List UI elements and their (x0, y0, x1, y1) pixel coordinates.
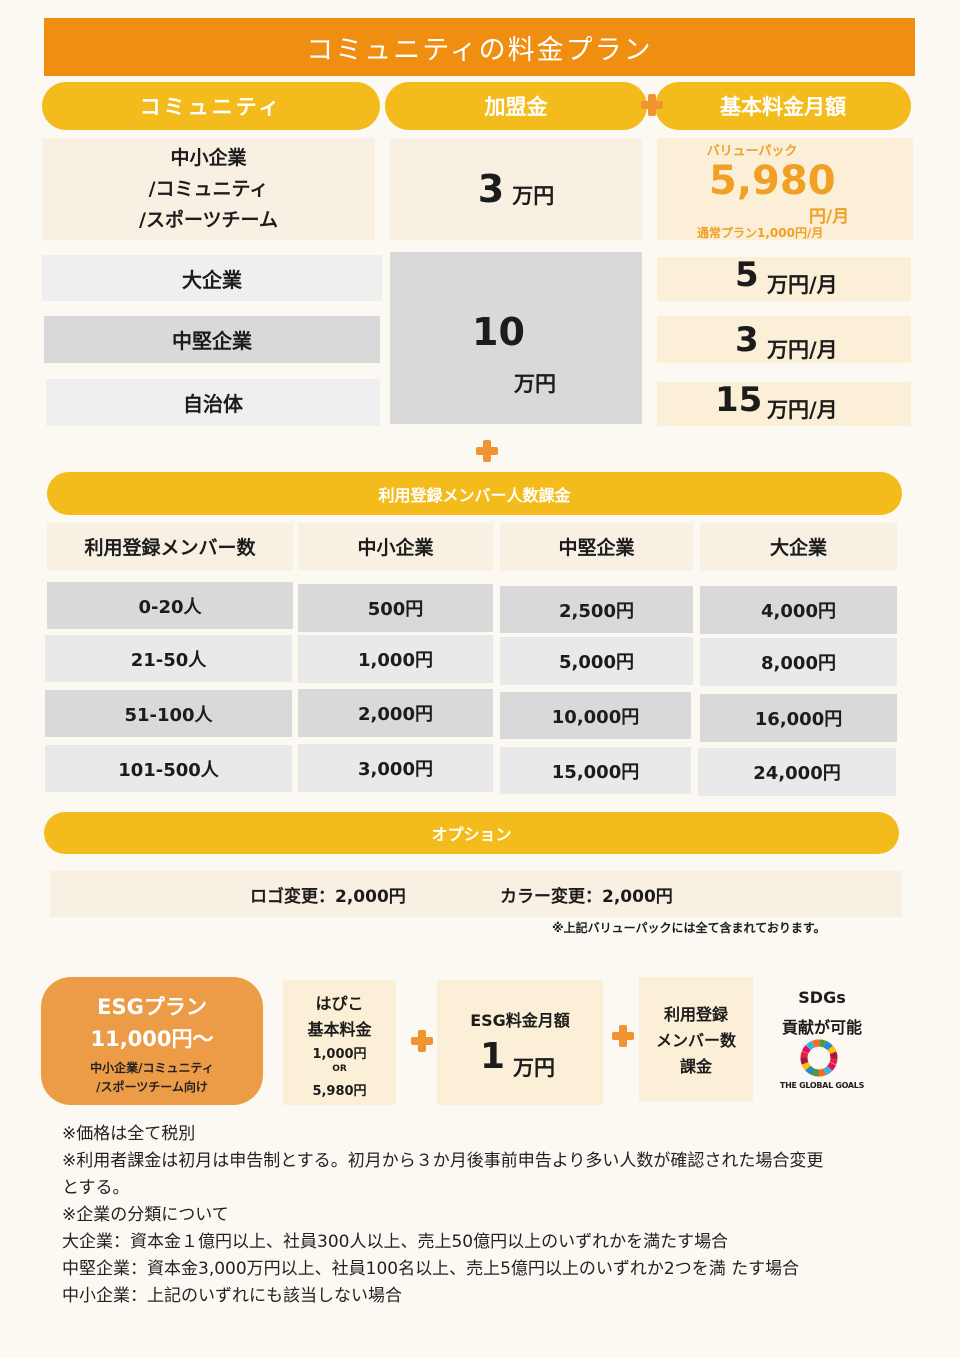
sme-name-line-3: /スポーツチーム (139, 208, 278, 231)
hapico-basic-cell: はぴこ 基本料金 1,000円 OR 5,980円 (283, 980, 396, 1105)
note-line-6: 中堅企業：資本金3,000万円以上、社員100名以上、売上5億円以上のいずれか2… (62, 1259, 800, 1279)
table-row-1-count: 0-20人 (47, 582, 293, 629)
hapico-line-1: はぴこ (315, 994, 364, 1013)
member-fee-cell: 利用登録 メンバー数 課金 (639, 977, 753, 1101)
table-row-2-large: 8,000円 (700, 638, 897, 686)
plus-icon (476, 440, 498, 462)
sme-name-cell: 中小企業 /コミュニティ /スポーツチーム (42, 138, 375, 240)
table-row-4-count: 101-500人 (45, 745, 292, 792)
sdgs-logo-text: THE GLOBAL GOALS (779, 1081, 865, 1090)
normal-plan-note: 通常プラン1,000円/月 (697, 226, 824, 240)
note-line-4: ※企業の分類について (62, 1205, 229, 1225)
local-gov-label: 自治体 (46, 379, 380, 426)
esg-target-line-1: 中小企業/コミュニティ (90, 1061, 214, 1075)
mid-monthly-cell: 3 万円/月 (657, 316, 911, 363)
value-pack-cell: バリューパック 5,980 円/月 通常プラン1,000円/月 (657, 138, 913, 240)
member-col-header-sme: 中小企業 (298, 523, 493, 570)
table-row-2-count: 21-50人 (45, 635, 292, 682)
table-row-2-sme: 1,000円 (298, 635, 493, 683)
hapico-line-2: 基本料金 (307, 1020, 372, 1039)
large-join-amount: 10 (472, 310, 525, 354)
plus-icon (641, 94, 663, 116)
note-line-3: とする。 (62, 1178, 130, 1198)
header-monthly-fee: 基本料金月額 (655, 82, 911, 130)
large-join-fee-cell: 10 万円 (390, 252, 642, 424)
note-line-5: 大企業：資本金１億円以上、社員300人以上、売上50億円以上のいずれかを満たす場… (62, 1232, 729, 1252)
header-community: コミュニティ (42, 82, 380, 130)
member-line-1: 利用登録 (663, 1005, 728, 1024)
large-monthly-amount: 5 (735, 255, 759, 295)
esg-plan-price: 11,000円〜 (90, 1027, 214, 1051)
sme-join-amount: 3 (477, 167, 505, 211)
esg-fee-label: ESG料金月額 (470, 1011, 570, 1030)
table-row-1-mid: 2,500円 (500, 586, 693, 633)
sme-join-unit: 万円 (512, 184, 555, 208)
mid-enterprise-label: 中堅企業 (44, 316, 380, 363)
header-join-fee: 加盟金 (385, 82, 647, 130)
mid-monthly-unit: 万円/月 (767, 338, 838, 362)
large-join-unit: 万円 (514, 372, 556, 396)
member-col-header-count: 利用登録メンバー数 (47, 523, 293, 570)
member-col-header-large: 大企業 (700, 523, 897, 570)
member-fee-title: 利用登録メンバー人数課金 (47, 472, 902, 515)
hapico-or: OR (332, 1064, 347, 1074)
sme-name-line-2: /コミュニティ (148, 177, 269, 200)
member-col-header-mid: 中堅企業 (500, 523, 693, 570)
value-pack-unit: 円/月 (809, 207, 850, 227)
esg-fee-amount: 1 (480, 1036, 506, 1077)
esg-plan-badge: ESGプラン 11,000円〜 中小企業/コミュニティ /スポーツチーム向け (41, 977, 263, 1105)
table-row-3-count: 51-100人 (45, 690, 292, 737)
table-row-4-mid: 15,000円 (500, 747, 691, 794)
large-enterprise-label: 大企業 (42, 255, 382, 301)
mid-monthly-amount: 3 (735, 320, 759, 360)
member-line-2: メンバー数 (655, 1031, 736, 1050)
table-row-1-sme: 500円 (298, 584, 493, 632)
esg-plan-name: ESGプラン (97, 995, 207, 1019)
large-monthly-unit: 万円/月 (767, 273, 838, 297)
table-row-3-mid: 10,000円 (500, 692, 691, 739)
options-title: オプション (44, 812, 899, 854)
sme-join-fee-cell: 3 万円 (390, 138, 642, 240)
note-line-1: ※価格は全て税別 (62, 1124, 196, 1144)
options-note: ※上記バリューパックには全て含まれております。 (552, 921, 826, 935)
plus-icon (612, 1025, 634, 1047)
value-pack-price: 5,980 (709, 158, 836, 204)
local-gov-monthly-amount: 15 (715, 380, 763, 420)
option-logo-change: ロゴ変更：2,000円 (250, 887, 406, 907)
table-row-3-large: 16,000円 (700, 694, 897, 742)
note-line-2: ※利用者課金は初月は申告制とする。初月から３か月後事前申告より多い人数が確認され… (62, 1151, 824, 1171)
sdgs-line-2: 貢献が可能 (781, 1018, 862, 1037)
options-cell: ロゴ変更：2,000円 カラー変更：2,000円 (50, 871, 902, 917)
table-row-4-large: 24,000円 (698, 748, 896, 796)
esg-fee-unit: 万円 (513, 1056, 555, 1080)
hapico-price-2: 5,980円 (312, 1084, 367, 1099)
table-row-1-large: 4,000円 (700, 586, 897, 634)
esg-fee-cell: ESG料金月額 1 万円 (437, 980, 603, 1105)
sdgs-line-1: SDGs (798, 988, 846, 1007)
table-row-4-sme: 3,000円 (298, 744, 493, 792)
sdgs-wheel-icon (800, 1039, 838, 1077)
table-row-3-sme: 2,000円 (298, 689, 493, 737)
large-monthly-cell: 5 万円/月 (657, 255, 911, 301)
table-row-2-mid: 5,000円 (500, 637, 693, 685)
member-line-3: 課金 (679, 1057, 712, 1076)
notes-block: ※価格は全て税別 ※利用者課金は初月は申告制とする。初月から３か月後事前申告より… (62, 1121, 942, 1310)
page-title: コミュニティの料金プラン (44, 18, 915, 76)
esg-target-line-2: /スポーツチーム向け (96, 1080, 208, 1094)
value-pack-label: バリューパック (706, 144, 798, 159)
sme-name-line-1: 中小企業 (170, 146, 247, 169)
local-gov-monthly-unit: 万円/月 (767, 398, 838, 422)
option-color-change: カラー変更：2,000円 (500, 887, 673, 907)
plus-icon (411, 1030, 433, 1052)
local-gov-monthly-cell: 15 万円/月 (657, 380, 911, 426)
hapico-price-1: 1,000円 (312, 1047, 367, 1062)
note-line-7: 中小企業：上記のいずれにも該当しない場合 (62, 1286, 402, 1306)
